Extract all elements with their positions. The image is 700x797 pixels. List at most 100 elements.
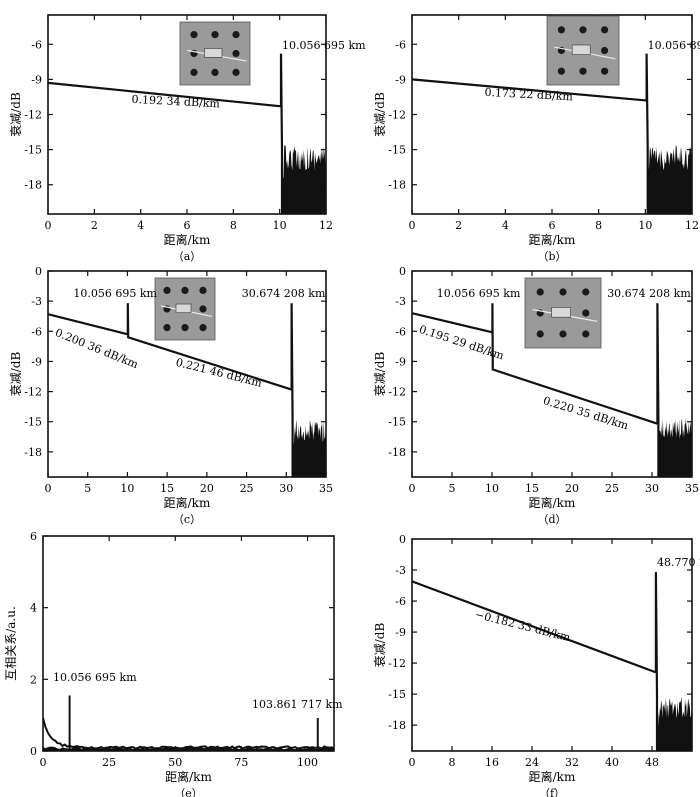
x-tick-label: 30 [279, 482, 293, 495]
y-tick-label: -18 [388, 719, 406, 732]
noise-floor [281, 145, 326, 214]
y-tick-label: -6 [395, 595, 406, 608]
y-tick-label: 0 [35, 265, 42, 278]
inset-photo [546, 15, 620, 86]
x-tick-label: 0 [45, 219, 52, 232]
plate-hole [601, 46, 609, 55]
plot-frame [47, 270, 327, 478]
x-axis-label: 距离/km [529, 769, 576, 784]
trace-series-0 [411, 303, 658, 425]
x-tick-label: 12 [685, 219, 699, 232]
y-tick-label: -12 [24, 109, 42, 122]
inset-photo [524, 277, 602, 349]
annotation-label: 10.056 695 km [282, 39, 366, 52]
x-tick-label: 2 [91, 219, 98, 232]
x-tick-label: 5 [84, 482, 91, 495]
y-tick-label: -15 [24, 416, 42, 429]
x-tick-label: 0 [409, 482, 416, 495]
y-tick-label: -9 [395, 355, 406, 368]
x-tick-label: 40 [605, 756, 619, 769]
x-tick-label: 75 [234, 756, 248, 769]
plate-hole [181, 286, 189, 294]
annotation-label: 30.674 208 km [242, 287, 326, 300]
plate-hole [199, 286, 207, 294]
x-tick-label: 8 [595, 219, 602, 232]
chart-panel-e: 0 25 50 75 100 0 2 4 6 距离/km 互相关系/a.u. （e） 10.056 69… [4, 530, 343, 797]
x-tick-label: 8 [230, 219, 237, 232]
plot-frame [42, 535, 335, 752]
y-tick-label: 0 [399, 533, 406, 546]
x-tick-label: 0 [409, 756, 416, 769]
y-axis-label: 互相关系/a.u. [4, 606, 18, 681]
annotation-label: 30.674 208 km [607, 287, 691, 300]
y-tick-label: 4 [30, 602, 37, 615]
chart-panel-f: 0 8 16 24 32 40 48 0 -3 -6 -9 -12 -15 -18 距离/km 衰减/dB （f… [372, 533, 700, 797]
annotation-label: 0.221 46 dB/km [174, 356, 263, 390]
x-tick-label: 20 [200, 482, 214, 495]
x-tick-label: 50 [168, 756, 182, 769]
plot-frame [411, 270, 693, 478]
annotation-label: 48.770 29 km [657, 556, 700, 569]
plate-hole [232, 68, 240, 76]
plate-hole [582, 288, 590, 296]
annotation-label: 0.173 22 dB/km [484, 86, 574, 104]
y-tick-label: -18 [388, 179, 406, 192]
x-tick-label: 6 [549, 219, 556, 232]
panel-label: （a） [173, 250, 202, 263]
plate-hole [557, 67, 566, 75]
x-tick-label: 10 [638, 219, 652, 232]
panel-label: （b） [537, 250, 566, 263]
correlation-floor [43, 746, 334, 751]
y-axis-label: 衰减/dB [8, 352, 23, 397]
trace-series-0 [411, 580, 657, 674]
x-tick-label: 0 [40, 756, 47, 769]
y-tick-label: -3 [395, 564, 406, 577]
noise-floor [647, 145, 692, 214]
y-tick-label: 0 [399, 265, 406, 278]
y-tick-label: -12 [388, 386, 406, 399]
y-tick-label: -3 [31, 295, 42, 308]
inset-photo [154, 277, 216, 341]
trace-series-1 [654, 572, 659, 751]
plate-hole [211, 30, 219, 39]
plate-hole [601, 67, 609, 75]
annotation-label: 103.861 717 km [252, 698, 343, 711]
x-tick-label: 48 [645, 756, 659, 769]
connector [571, 44, 591, 55]
trace-series-1 [656, 303, 660, 477]
plate-hole [579, 26, 587, 34]
y-tick-label: -12 [388, 657, 406, 670]
annotation-label: 0.192 34 dB/km [131, 93, 221, 111]
y-axis-label: 衰减/dB [8, 92, 23, 137]
y-tick-label: -15 [24, 144, 42, 157]
x-tick-label: 4 [502, 219, 509, 232]
y-tick-label: -9 [395, 73, 406, 86]
inset-photo [179, 21, 251, 86]
plate-hole [536, 288, 544, 296]
panel-label: （e） [174, 787, 203, 797]
x-tick-label: 0 [409, 219, 416, 232]
x-axis-label: 距离/km [165, 769, 212, 784]
y-tick-label: -6 [31, 38, 42, 51]
y-tick-label: -15 [388, 416, 406, 429]
plate-hole [163, 324, 171, 332]
plate-hole [232, 49, 240, 58]
plate-hole [579, 67, 587, 75]
y-tick-label: -9 [31, 355, 42, 368]
x-tick-label: 25 [102, 756, 116, 769]
x-axis-label: 距离/km [529, 232, 576, 247]
plate-hole [559, 288, 567, 296]
x-tick-label: 30 [645, 482, 659, 495]
trace-series-1 [645, 53, 649, 214]
plate-hole [199, 324, 207, 332]
plate-hole [582, 330, 590, 338]
y-tick-label: 6 [30, 530, 37, 543]
x-tick-label: 2 [455, 219, 462, 232]
y-tick-label: 0 [30, 745, 37, 758]
chart-panel-a: 0 2 4 6 8 10 12 -6 -9 -12 -15 -18 距离/km 衰减/dB （a） 10.05… [8, 14, 366, 263]
plate-hole [199, 305, 207, 313]
x-tick-label: 35 [319, 482, 333, 495]
plate-hole [190, 68, 198, 76]
plate-hole [211, 68, 219, 76]
